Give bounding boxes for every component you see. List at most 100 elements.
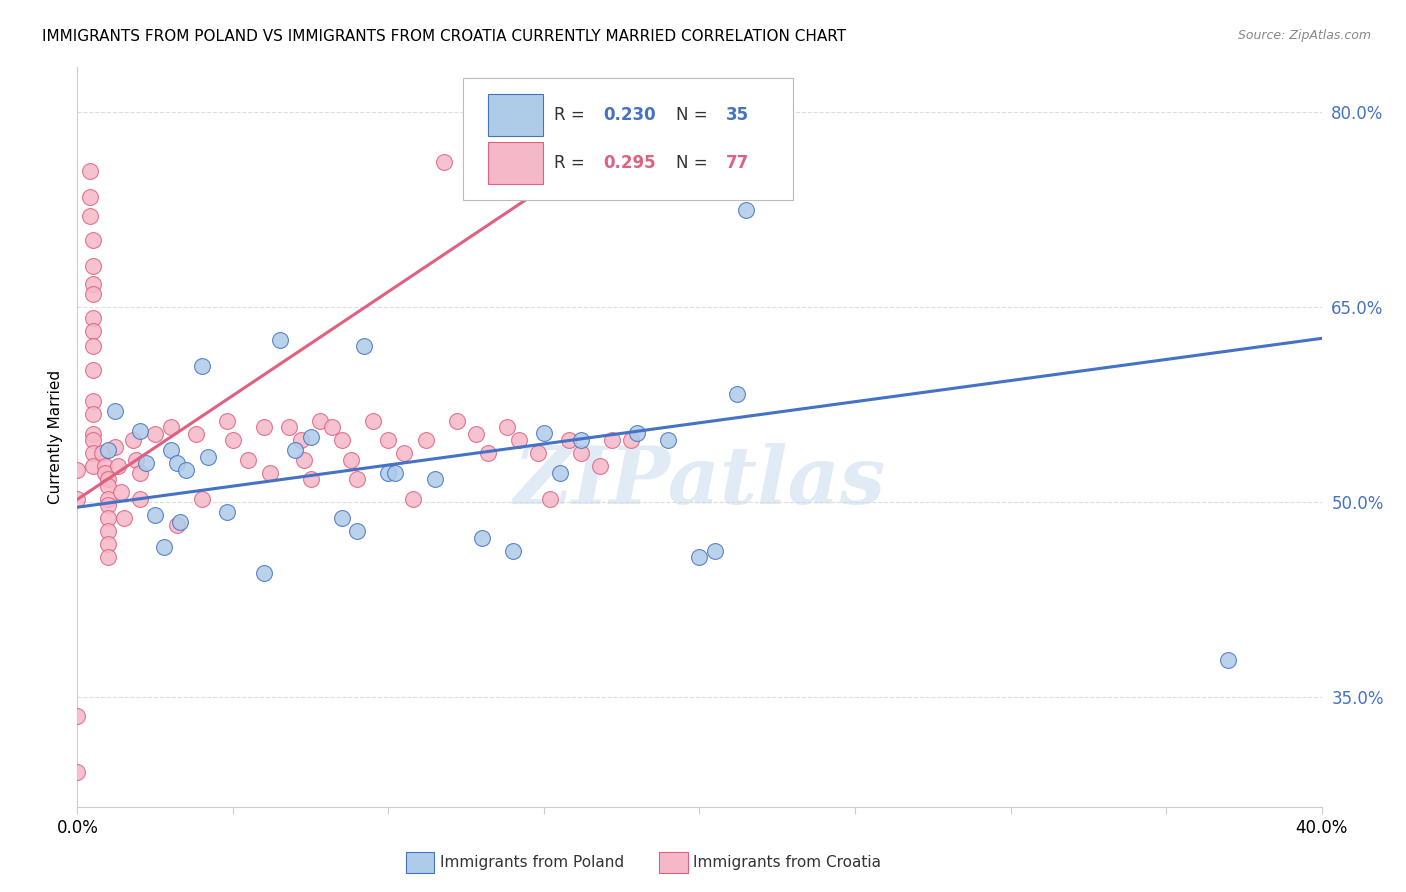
- Point: [82, 324, 104, 338]
- Point: [153, 541, 176, 555]
- Text: R =: R =: [554, 106, 591, 124]
- Point: [174, 462, 197, 476]
- Point: [94, 458, 117, 473]
- Point: [290, 433, 312, 447]
- FancyBboxPatch shape: [488, 95, 543, 136]
- Point: [91, 445, 114, 459]
- Point: [66, 462, 89, 476]
- Point: [569, 445, 592, 459]
- Point: [104, 404, 127, 418]
- Point: [495, 419, 517, 434]
- Point: [82, 362, 104, 376]
- Point: [253, 419, 276, 434]
- Text: ZIPatlas: ZIPatlas: [513, 442, 886, 520]
- Point: [97, 510, 120, 524]
- Point: [464, 427, 486, 442]
- Point: [392, 445, 415, 459]
- Point: [82, 310, 104, 325]
- Point: [125, 453, 148, 467]
- Point: [184, 427, 207, 442]
- Point: [143, 508, 166, 522]
- Point: [82, 233, 104, 247]
- Point: [215, 415, 238, 429]
- Point: [82, 393, 104, 408]
- Point: [79, 190, 101, 204]
- Point: [533, 426, 555, 441]
- Point: [508, 433, 530, 447]
- Point: [284, 443, 307, 458]
- Point: [97, 524, 120, 538]
- Point: [377, 433, 399, 447]
- Point: [361, 415, 384, 429]
- Point: [569, 433, 592, 447]
- Point: [433, 154, 456, 169]
- FancyBboxPatch shape: [488, 143, 543, 184]
- Point: [402, 492, 425, 507]
- Point: [197, 450, 219, 464]
- Point: [97, 498, 120, 512]
- Text: R =: R =: [554, 154, 591, 172]
- Point: [97, 549, 120, 564]
- Point: [191, 492, 214, 507]
- Point: [82, 407, 104, 421]
- Point: [128, 424, 150, 438]
- Point: [340, 453, 363, 467]
- Point: [79, 209, 101, 223]
- Point: [538, 492, 561, 507]
- Point: [143, 427, 166, 442]
- Point: [589, 458, 612, 473]
- Point: [253, 566, 276, 581]
- Point: [82, 427, 104, 442]
- Text: N =: N =: [676, 154, 713, 172]
- Point: [502, 544, 524, 558]
- Point: [166, 456, 188, 470]
- Point: [353, 339, 375, 353]
- Point: [526, 445, 548, 459]
- Text: N =: N =: [676, 106, 713, 124]
- Point: [94, 467, 117, 481]
- Point: [128, 467, 150, 481]
- Point: [548, 467, 571, 481]
- Point: [415, 433, 437, 447]
- Point: [159, 443, 181, 458]
- Point: [259, 467, 281, 481]
- Point: [626, 426, 648, 441]
- Point: [97, 536, 120, 550]
- Point: [97, 492, 120, 507]
- Point: [191, 359, 214, 373]
- Point: [1218, 653, 1240, 667]
- Point: [122, 433, 145, 447]
- Point: [66, 709, 89, 723]
- Point: [66, 765, 89, 780]
- Point: [135, 456, 157, 470]
- FancyBboxPatch shape: [463, 78, 793, 200]
- Point: [346, 524, 368, 538]
- Point: [238, 453, 260, 467]
- Point: [110, 484, 132, 499]
- Point: [82, 259, 104, 273]
- Point: [377, 467, 399, 481]
- Point: [169, 515, 191, 529]
- Point: [725, 387, 748, 401]
- Point: [657, 433, 679, 447]
- Point: [82, 458, 104, 473]
- Point: [704, 544, 727, 558]
- Text: 0.230: 0.230: [603, 106, 657, 124]
- Point: [97, 479, 120, 493]
- Text: Source: ZipAtlas.com: Source: ZipAtlas.com: [1237, 29, 1371, 42]
- Text: IMMIGRANTS FROM POLAND VS IMMIGRANTS FROM CROATIA CURRENTLY MARRIED CORRELATION : IMMIGRANTS FROM POLAND VS IMMIGRANTS FRO…: [42, 29, 846, 44]
- Point: [166, 518, 188, 533]
- Point: [82, 433, 104, 447]
- Point: [112, 510, 135, 524]
- Y-axis label: Currently Married: Currently Married: [48, 370, 63, 504]
- Point: [330, 433, 353, 447]
- Point: [446, 415, 468, 429]
- Point: [128, 492, 150, 507]
- Point: [82, 445, 104, 459]
- Point: [477, 445, 499, 459]
- Point: [159, 419, 181, 434]
- Point: [82, 277, 104, 291]
- Point: [735, 202, 758, 217]
- Point: [384, 467, 406, 481]
- Point: [294, 453, 316, 467]
